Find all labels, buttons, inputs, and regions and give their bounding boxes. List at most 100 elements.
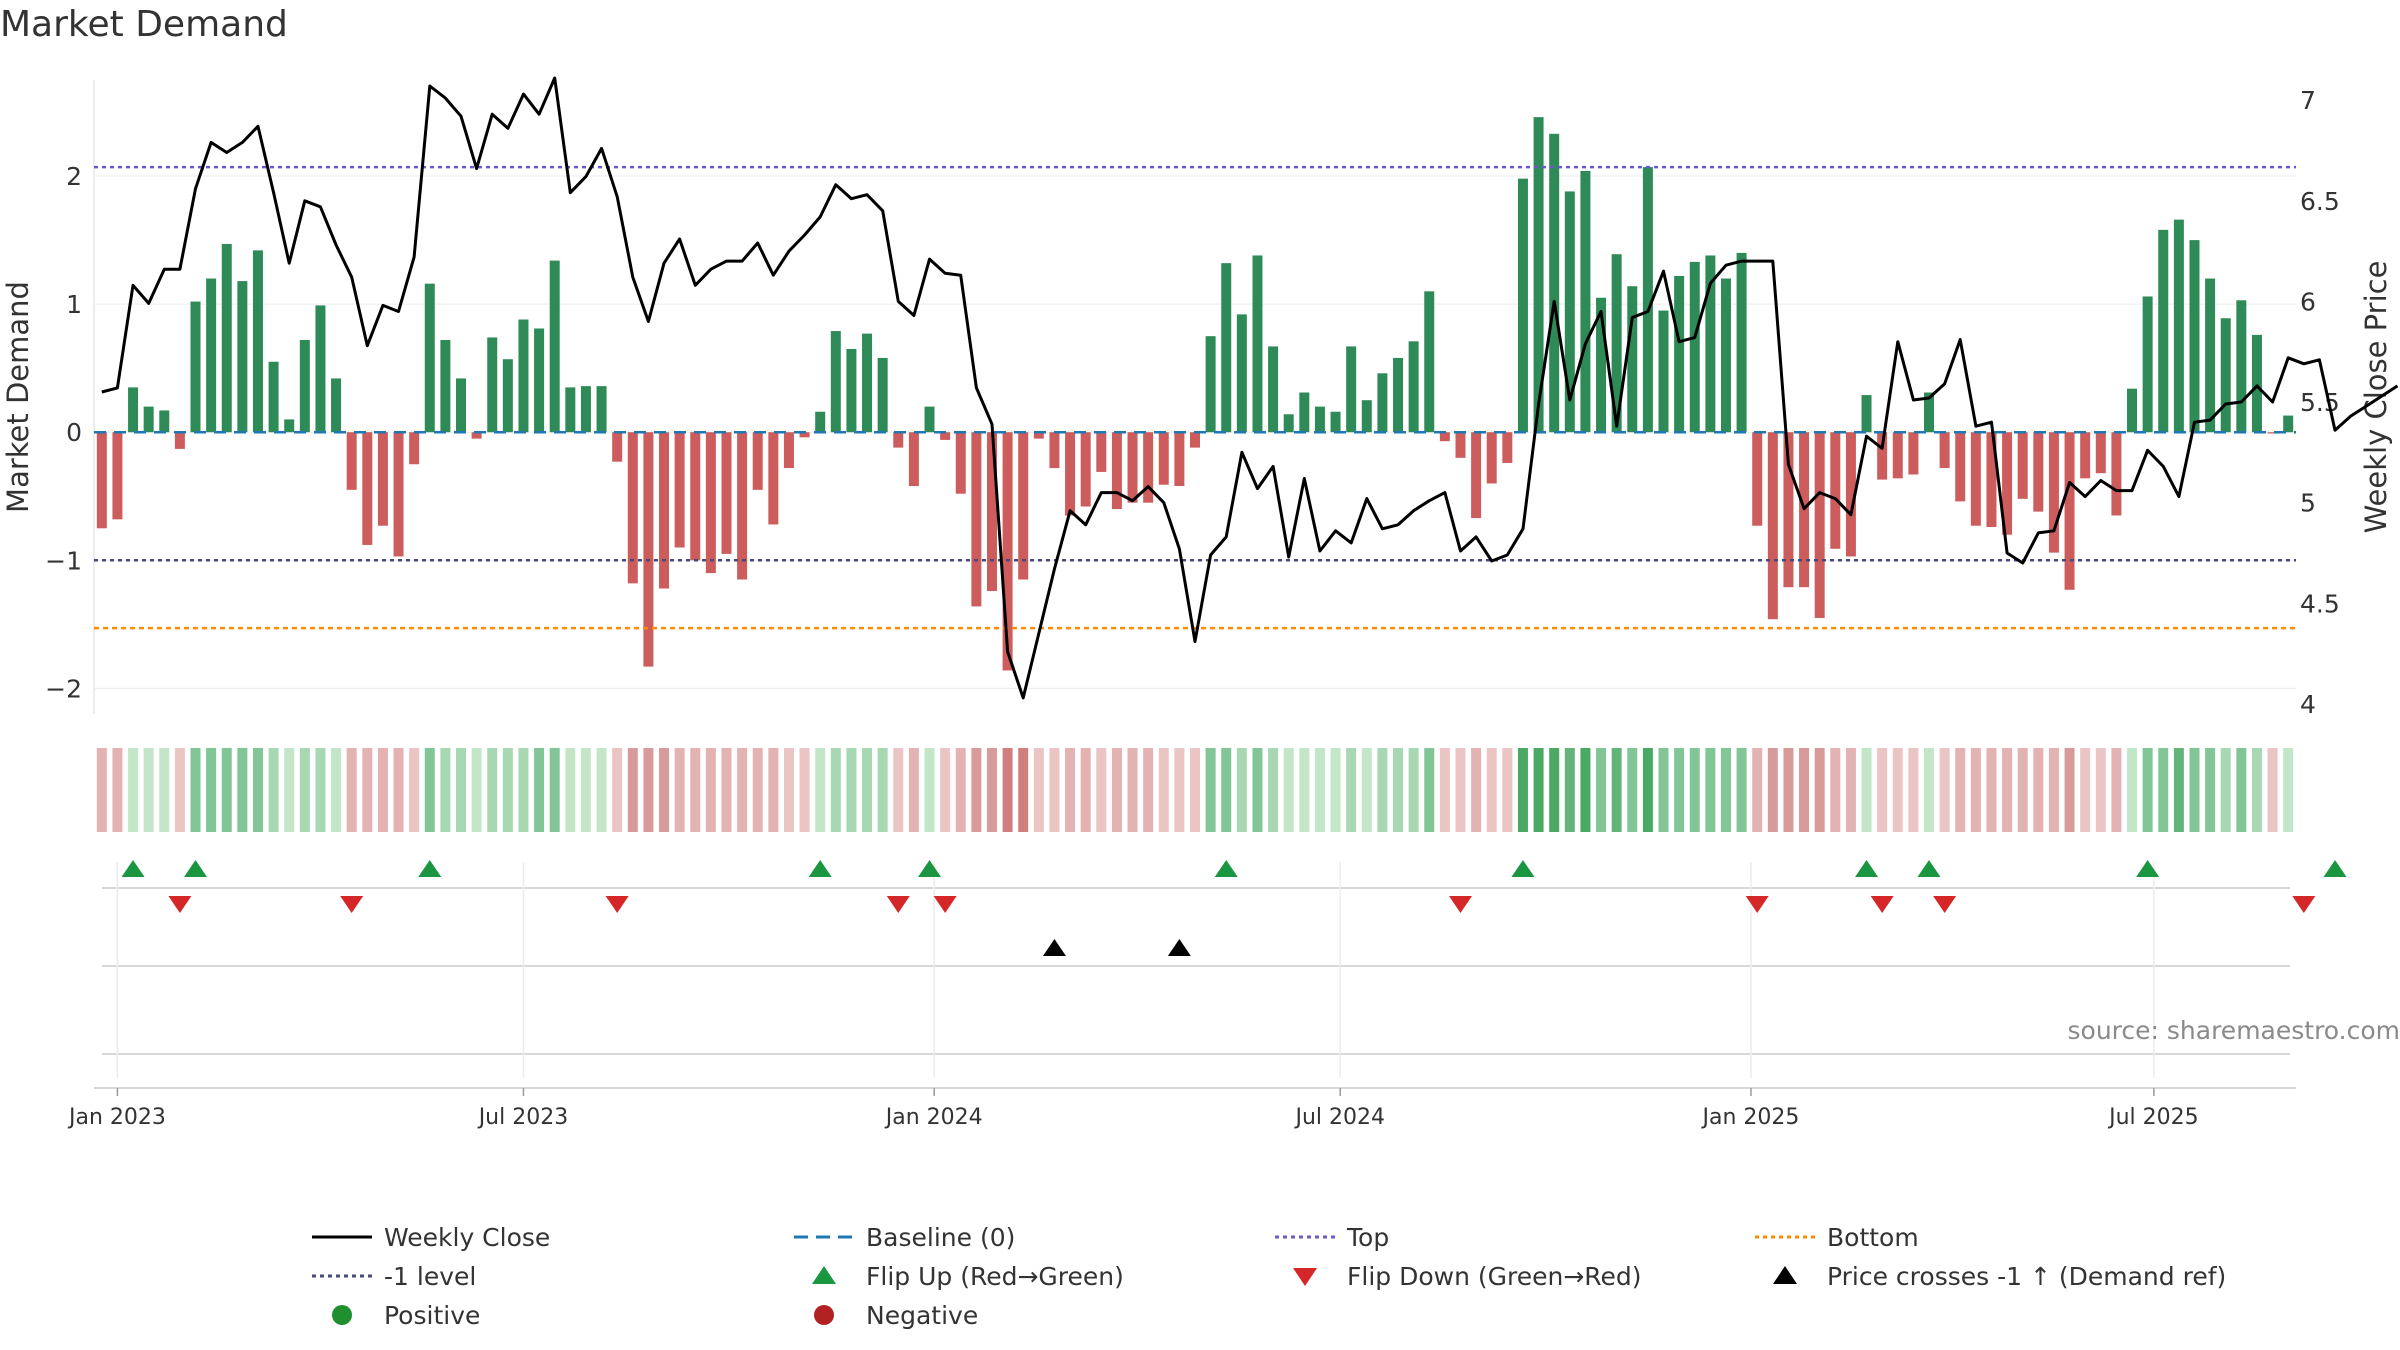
heat-strip-cell	[174, 748, 185, 832]
legend-item-cross: Price crosses -1 ↑ (Demand ref)	[1773, 1262, 2226, 1291]
legend-swatch-triangle-up	[1773, 1266, 1797, 1284]
legend-swatch-triangle-up	[812, 1266, 836, 1284]
demand-bar-positive	[1689, 261, 1700, 433]
demand-bar-negative	[1455, 432, 1466, 458]
heat-strip-cell	[549, 748, 560, 832]
y-tick-label: 0	[66, 418, 82, 447]
demand-bar-negative	[1002, 432, 1013, 671]
demand-bar-positive	[268, 361, 279, 433]
demand-bar-positive	[1924, 392, 1934, 433]
demand-bar-positive	[237, 281, 248, 433]
legend-swatch-triangle-down	[1293, 1268, 1317, 1286]
heat-strip-cell	[1892, 748, 1903, 832]
heat-strip-cell	[674, 748, 685, 832]
demand-bar-negative	[1174, 432, 1185, 487]
heat-strip-cell	[1502, 748, 1513, 832]
flip-down-marker	[933, 896, 957, 913]
heat-strip-cell	[752, 748, 763, 832]
demand-bar-negative	[1127, 432, 1138, 503]
y2-tick-label: 6.5	[2300, 187, 2340, 216]
price-cross-marker	[1042, 939, 1066, 956]
demand-bar-positive	[2189, 240, 2200, 433]
heat-strip-cell	[534, 748, 545, 832]
demand-bar-positive	[1236, 314, 1247, 433]
demand-bar-negative	[346, 432, 357, 490]
heat-strip-cell	[268, 748, 279, 832]
y2-tick-label: 7	[2300, 86, 2316, 115]
x-tick-label: Jan 2025	[1701, 1105, 1800, 1130]
heat-strip-cell	[1190, 748, 1200, 832]
demand-bar-positive	[815, 411, 826, 433]
heat-strip-cell	[315, 748, 326, 832]
demand-bar-positive	[1611, 254, 1622, 433]
demand-bar-positive	[1361, 400, 1372, 433]
heat-strip-cell	[1236, 748, 1247, 832]
demand-bar-positive	[1330, 411, 1341, 433]
demand-bar-negative	[721, 432, 732, 554]
legend-label: Positive	[384, 1301, 480, 1330]
demand-bar-negative	[674, 432, 685, 548]
flip-up-marker	[808, 860, 832, 877]
heat-strip-cell	[1424, 748, 1435, 832]
demand-bar-negative	[705, 432, 716, 574]
legend-item-flip_up: Flip Up (Red→Green)	[812, 1262, 1124, 1291]
heat-strip-cell	[1658, 748, 1669, 832]
heat-strip-cell	[1049, 748, 1060, 832]
heat-strip-cell	[596, 748, 607, 832]
demand-bar-negative	[409, 432, 420, 465]
heat-strip-cell	[1080, 748, 1091, 832]
flip-down-marker	[886, 896, 910, 913]
heat-strip-cell	[612, 748, 623, 832]
heat-strip-cell	[1783, 748, 1794, 832]
heat-strip-cell	[1705, 748, 1716, 832]
heat-strip-cell	[2236, 748, 2247, 832]
demand-bar-positive	[2251, 334, 2262, 433]
demand-bar-positive	[190, 301, 201, 433]
flip-up-marker	[1917, 860, 1941, 877]
heat-strip-cell	[1861, 748, 1872, 832]
demand-bar-negative	[2080, 432, 2091, 479]
demand-bar-negative	[799, 432, 810, 438]
heat-strip-cell	[2048, 748, 2059, 832]
heat-strip-cell	[940, 748, 951, 832]
heat-strip-cell	[1377, 748, 1388, 832]
legend-item-minus_one: -1 level	[312, 1262, 476, 1291]
demand-bar-negative	[1783, 432, 1794, 588]
demand-bar-negative	[1892, 432, 1903, 479]
flip-up-marker	[418, 860, 442, 877]
heat-strip-cell	[1346, 748, 1357, 832]
heat-strip-cell	[1689, 748, 1700, 832]
heat-strip-cell	[1299, 748, 1310, 832]
demand-bar-negative	[2267, 432, 2278, 434]
heat-strip-cell	[877, 748, 888, 832]
demand-bar-positive	[862, 333, 873, 433]
heat-strip-cell	[1486, 748, 1497, 832]
legend-item-flip_down: Flip Down (Green→Red)	[1293, 1262, 1642, 1291]
legend-item-baseline: Baseline (0)	[794, 1223, 1015, 1252]
flip-up-marker	[2136, 860, 2160, 877]
demand-bar-positive	[1549, 133, 1560, 433]
heat-strip-cell	[237, 748, 248, 832]
heat-strip-cell	[1955, 748, 1966, 832]
demand-bar-positive	[1205, 336, 1216, 433]
demand-bar-positive	[596, 386, 607, 433]
heat-strip-cell	[1736, 748, 1747, 832]
flip-down-marker	[2292, 896, 2316, 913]
demand-bar-positive	[877, 357, 888, 433]
heat-strip-cell	[971, 748, 982, 832]
heat-strip-cell	[830, 748, 841, 832]
legend-label: -1 level	[384, 1262, 476, 1291]
heat-strip-cell	[1393, 748, 1404, 832]
demand-bar-negative	[971, 432, 982, 607]
heat-strip-cell	[2127, 748, 2138, 832]
demand-bar-positive	[221, 243, 232, 433]
heat-strip-cell	[143, 748, 154, 832]
demand-bar-positive	[1424, 291, 1435, 433]
heat-strip-cell	[284, 748, 295, 832]
heat-strip-cell	[1533, 748, 1544, 832]
heat-strip-cell	[1580, 748, 1591, 832]
heat-strip-cell	[721, 748, 732, 832]
heat-strip-cell	[1439, 748, 1450, 832]
heat-strip-cell	[1642, 748, 1653, 832]
